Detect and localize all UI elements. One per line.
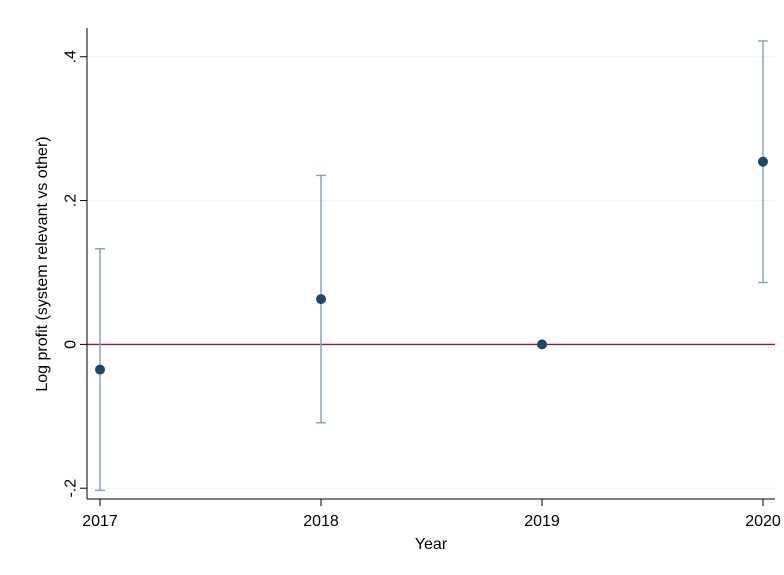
axes — [86, 28, 775, 500]
x-tick-label: 2019 — [524, 513, 560, 530]
x-tick-label: 2018 — [303, 513, 339, 530]
data-points — [95, 156, 768, 375]
x-tick-label: 2020 — [745, 513, 781, 530]
data-point — [758, 156, 768, 167]
x-tick-label: 2017 — [82, 513, 118, 530]
y-tick-label: .4 — [63, 50, 80, 63]
y-tick-label: .2 — [63, 194, 80, 207]
y-tick-label: -.2 — [63, 479, 80, 498]
x-ticks: 2017 2018 2019 2020 — [82, 499, 781, 530]
y-axis-title: Log profit (system relevant vs other) — [34, 136, 51, 391]
y-tick-label: 0 — [63, 340, 80, 349]
x-axis-title: Year — [415, 536, 448, 553]
y-ticks: -.2 0 .2 .4 — [63, 50, 87, 498]
data-point — [537, 339, 547, 350]
grid-lines — [87, 56, 775, 489]
data-point — [95, 364, 105, 375]
data-point — [316, 294, 326, 305]
